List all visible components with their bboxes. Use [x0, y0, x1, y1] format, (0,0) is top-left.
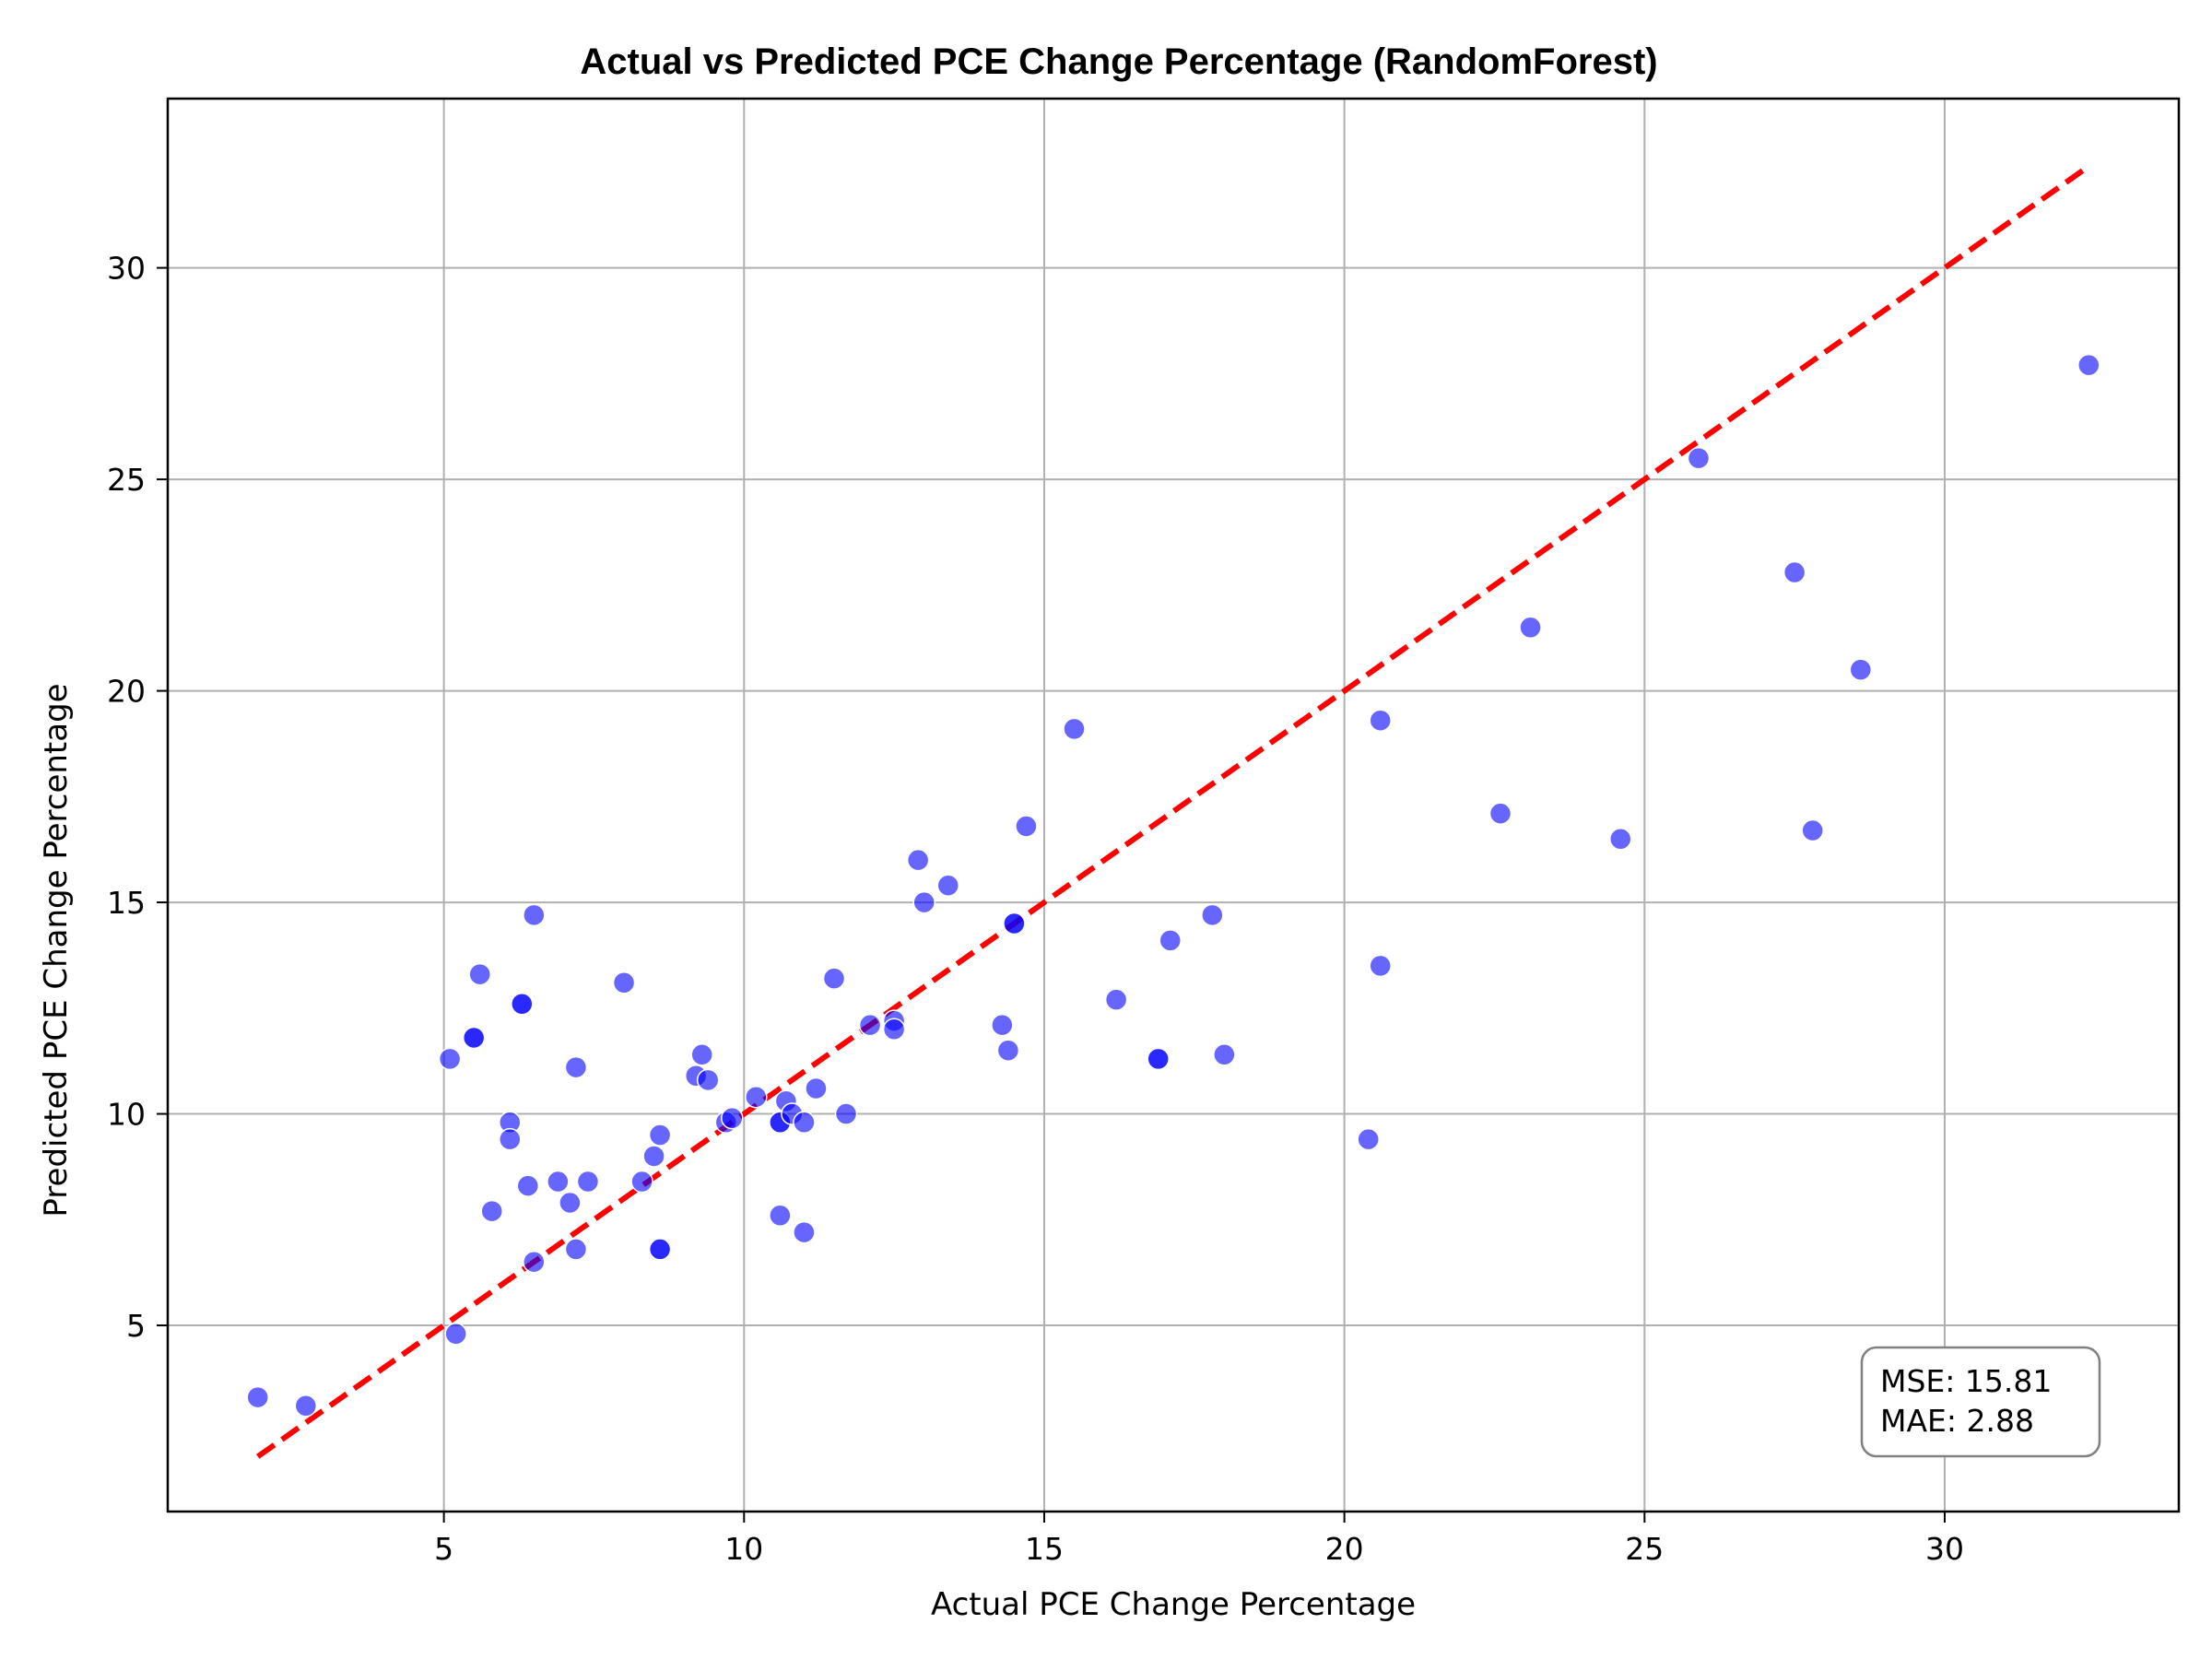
- x-axis-label: Actual PCE Change Percentage: [931, 1586, 1416, 1623]
- data-point: [1003, 912, 1026, 935]
- data-point: [564, 1238, 588, 1261]
- data-point: [721, 1106, 744, 1130]
- data-point: [2077, 353, 2100, 377]
- data-point: [438, 1047, 462, 1071]
- data-point: [1357, 1127, 1380, 1151]
- data-point: [1801, 818, 1824, 842]
- data-point: [1369, 709, 1392, 732]
- mse-text: MSE: 15.81: [1880, 1363, 2052, 1399]
- data-point: [1849, 658, 1873, 681]
- mae-text: MAE: 2.88: [1880, 1403, 2034, 1439]
- data-point: [1159, 929, 1182, 952]
- data-point: [648, 1238, 672, 1261]
- x-tick-label: 5: [434, 1531, 453, 1567]
- data-point: [1687, 446, 1711, 470]
- data-point: [523, 1250, 546, 1274]
- data-point: [991, 1013, 1014, 1037]
- data-point: [462, 1026, 486, 1050]
- data-point: [444, 1322, 467, 1346]
- data-point: [564, 1055, 588, 1079]
- data-point: [882, 1018, 906, 1041]
- data-point: [1609, 827, 1632, 851]
- chart-title: Actual vs Predicted PCE Change Percentag…: [580, 41, 1657, 82]
- metrics-box-frame: [1860, 1346, 2101, 1458]
- data-point: [996, 1039, 1020, 1062]
- data-point: [523, 903, 546, 927]
- data-point: [769, 1204, 792, 1227]
- y-tick-label: 25: [107, 462, 146, 498]
- data-point: [858, 1013, 882, 1037]
- reference-line: [255, 163, 2091, 1459]
- data-point: [516, 1174, 540, 1197]
- data-point: [1213, 1043, 1236, 1066]
- y-tick-label: 20: [107, 674, 146, 710]
- reference-line-layer: [255, 163, 2091, 1459]
- data-point: [1063, 717, 1086, 741]
- data-point: [480, 1199, 503, 1223]
- x-tick-label: 20: [1325, 1531, 1364, 1567]
- data-point: [1783, 560, 1806, 584]
- data-point: [1104, 988, 1128, 1011]
- data-point: [648, 1124, 672, 1147]
- data-point: [745, 1085, 768, 1109]
- data-point: [936, 874, 959, 897]
- data-point: [822, 967, 846, 990]
- data-point: [1519, 616, 1542, 639]
- data-point: [547, 1170, 570, 1194]
- data-point: [906, 848, 930, 872]
- data-point: [612, 971, 636, 994]
- data-point: [1201, 903, 1224, 927]
- data-point: [559, 1191, 582, 1215]
- data-point: [690, 1043, 713, 1066]
- data-point: [511, 992, 534, 1016]
- y-tick-label: 10: [107, 1097, 146, 1133]
- data-points: [246, 353, 2100, 1418]
- data-point: [696, 1068, 720, 1092]
- data-point: [630, 1170, 653, 1194]
- data-point: [294, 1394, 318, 1418]
- data-point: [246, 1385, 269, 1409]
- data-point: [1488, 802, 1512, 825]
- y-tick-label: 30: [107, 251, 146, 287]
- plot-frame: [166, 97, 2181, 1513]
- data-point: [499, 1127, 522, 1151]
- x-tick-label: 25: [1625, 1531, 1664, 1567]
- data-point: [793, 1220, 816, 1244]
- data-point: [834, 1102, 858, 1125]
- x-tick-label: 15: [1025, 1531, 1064, 1567]
- data-point: [576, 1170, 600, 1194]
- metrics-box: MSE: 15.81 MAE: 2.88: [1860, 1346, 2101, 1458]
- data-point: [468, 962, 491, 986]
- data-point: [805, 1077, 828, 1100]
- y-axis-label: Predicted PCE Change Percentage: [38, 683, 75, 1217]
- y-tick-label: 5: [126, 1308, 146, 1344]
- x-tick-label: 10: [724, 1531, 763, 1567]
- x-tick-label: 30: [1925, 1531, 1964, 1567]
- data-point: [793, 1111, 816, 1134]
- data-point: [642, 1145, 665, 1168]
- axis-ticks: 5 10 15 20 25 30 5 10 15 20 25 30: [107, 251, 1964, 1567]
- data-point: [912, 890, 935, 914]
- data-point: [1369, 954, 1392, 978]
- data-point: [1147, 1047, 1170, 1071]
- y-tick-label: 15: [107, 885, 146, 921]
- data-point: [1015, 815, 1038, 838]
